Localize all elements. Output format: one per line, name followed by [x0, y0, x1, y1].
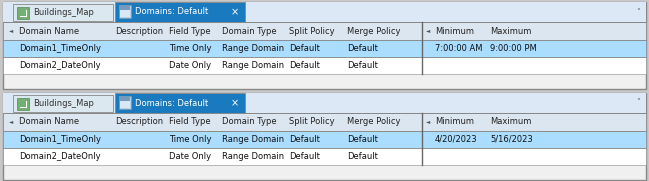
Text: Domain1_TimeOnly: Domain1_TimeOnly [19, 135, 101, 144]
Text: Maximum: Maximum [491, 117, 532, 127]
Text: Merge Policy: Merge Policy [347, 26, 400, 35]
Text: ◄: ◄ [426, 28, 430, 33]
Text: Minimum: Minimum [435, 117, 474, 127]
Bar [120, 97, 130, 101]
Bar [3, 57, 646, 74]
Bar [3, 2, 646, 89]
Text: ×: × [231, 98, 239, 108]
Text: Range Domain: Range Domain [221, 44, 284, 53]
Bar [119, 5, 131, 18]
Text: Minimum: Minimum [435, 26, 474, 35]
Text: Default: Default [347, 61, 378, 70]
Text: Buildings_Map: Buildings_Map [33, 8, 94, 17]
Text: 9:00:00 PM: 9:00:00 PM [491, 44, 537, 53]
Text: Split Policy: Split Policy [289, 26, 335, 35]
Bar [120, 6, 130, 10]
Text: Range Domain: Range Domain [221, 152, 284, 161]
Text: ◄: ◄ [426, 119, 430, 125]
Text: Time Only: Time Only [169, 44, 212, 53]
Bar [115, 2, 245, 22]
Text: Field Type: Field Type [169, 117, 210, 127]
Text: Domain Name: Domain Name [19, 26, 79, 35]
Text: Merge Policy: Merge Policy [347, 117, 400, 127]
Text: Field Type: Field Type [169, 26, 210, 35]
Bar [120, 10, 130, 13]
Text: Date Only: Date Only [169, 61, 211, 70]
Text: Domain Type: Domain Type [221, 26, 276, 35]
Text: ˅: ˅ [636, 98, 640, 108]
Text: 5/16/2023: 5/16/2023 [491, 135, 533, 144]
Text: Date Only: Date Only [169, 152, 211, 161]
Bar [3, 22, 646, 40]
Text: Default: Default [289, 135, 320, 144]
Text: ◄: ◄ [9, 28, 13, 33]
Text: Maximum: Maximum [491, 26, 532, 35]
Text: ◄: ◄ [9, 119, 13, 125]
Bar [3, 93, 646, 113]
Text: Default: Default [289, 61, 320, 70]
Text: Time Only: Time Only [169, 135, 212, 144]
Bar [119, 96, 131, 109]
Bar [13, 4, 113, 21]
Bar [17, 7, 29, 19]
Text: Domains: Default: Domains: Default [135, 7, 208, 16]
Bar [120, 104, 130, 108]
Bar [17, 98, 29, 110]
Text: Domain Type: Domain Type [221, 117, 276, 127]
Bar [115, 93, 245, 113]
Text: Range Domain: Range Domain [221, 135, 284, 144]
Text: Domain2_DateOnly: Domain2_DateOnly [19, 61, 101, 70]
Text: Domain Name: Domain Name [19, 117, 79, 127]
Text: ×: × [231, 7, 239, 17]
Text: Description: Description [116, 117, 164, 127]
Text: Default: Default [347, 135, 378, 144]
Bar [3, 93, 646, 180]
Text: Buildings_Map: Buildings_Map [33, 99, 94, 108]
Text: 7:00:00 AM: 7:00:00 AM [435, 44, 483, 53]
Bar [3, 40, 646, 57]
Bar [20, 10, 26, 16]
Bar [20, 101, 26, 107]
Bar [120, 13, 130, 17]
Text: Domains: Default: Domains: Default [135, 98, 208, 108]
Text: Default: Default [289, 44, 320, 53]
Bar [3, 113, 646, 131]
Bar [19, 100, 27, 108]
Text: Domain1_TimeOnly: Domain1_TimeOnly [19, 44, 101, 53]
Bar [19, 9, 27, 17]
Text: 4/20/2023: 4/20/2023 [435, 135, 478, 144]
Text: Split Policy: Split Policy [289, 117, 335, 127]
Text: Default: Default [347, 152, 378, 161]
Text: Default: Default [347, 44, 378, 53]
Bar [120, 101, 130, 104]
Bar [3, 131, 646, 148]
Text: Range Domain: Range Domain [221, 61, 284, 70]
Text: Description: Description [116, 26, 164, 35]
Bar [3, 148, 646, 165]
Bar [3, 2, 646, 22]
Text: Default: Default [289, 152, 320, 161]
Text: ˅: ˅ [636, 7, 640, 16]
Bar [13, 95, 113, 112]
Text: Domain2_DateOnly: Domain2_DateOnly [19, 152, 101, 161]
